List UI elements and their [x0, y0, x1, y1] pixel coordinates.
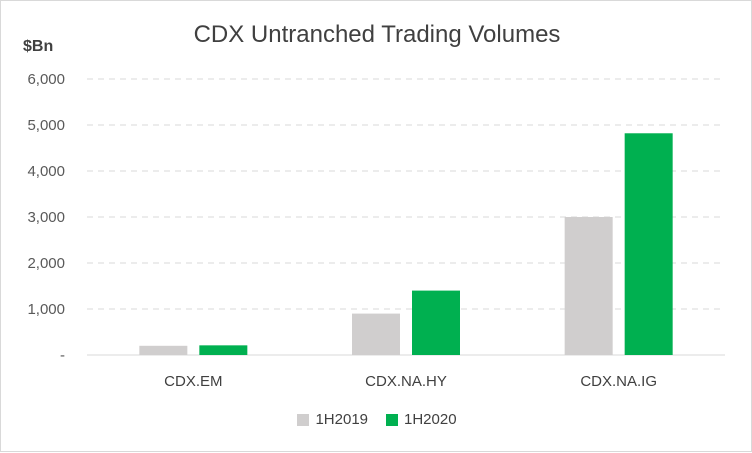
chart-title: CDX Untranched Trading Volumes	[193, 21, 561, 48]
legend-item: 1H2020	[386, 411, 457, 428]
y-tick-label: 6,000	[27, 71, 65, 88]
y-tick-label: -	[60, 347, 65, 364]
bar-1h2019	[139, 345, 188, 355]
y-tick-label: 4,000	[27, 163, 65, 180]
legend-swatch	[297, 413, 310, 426]
y-tick-label: 2,000	[27, 255, 65, 272]
bar-1h2020	[412, 290, 460, 355]
legend-label: 1H2019	[315, 411, 368, 428]
x-tick-label: CDX.NA.IG	[580, 373, 657, 390]
y-axis-unit-label: $Bn	[23, 38, 54, 55]
x-tick-label: CDX.NA.HY	[365, 373, 447, 390]
legend-item: 1H2019	[297, 411, 368, 428]
y-tick-label: 3,000	[27, 209, 65, 226]
bar-1h2020	[624, 133, 673, 355]
y-tick-label: 5,000	[27, 117, 65, 134]
legend-label: 1H2020	[404, 411, 457, 428]
legend-swatch	[386, 413, 398, 426]
bar-1h2020	[199, 345, 248, 355]
bar-1h2019	[564, 217, 613, 355]
y-tick-label: 1,000	[27, 301, 65, 318]
bar-1h2019	[352, 313, 400, 355]
legend: 1H2019 1H2020	[1, 411, 752, 428]
x-tick-label: CDX.EM	[164, 373, 222, 390]
